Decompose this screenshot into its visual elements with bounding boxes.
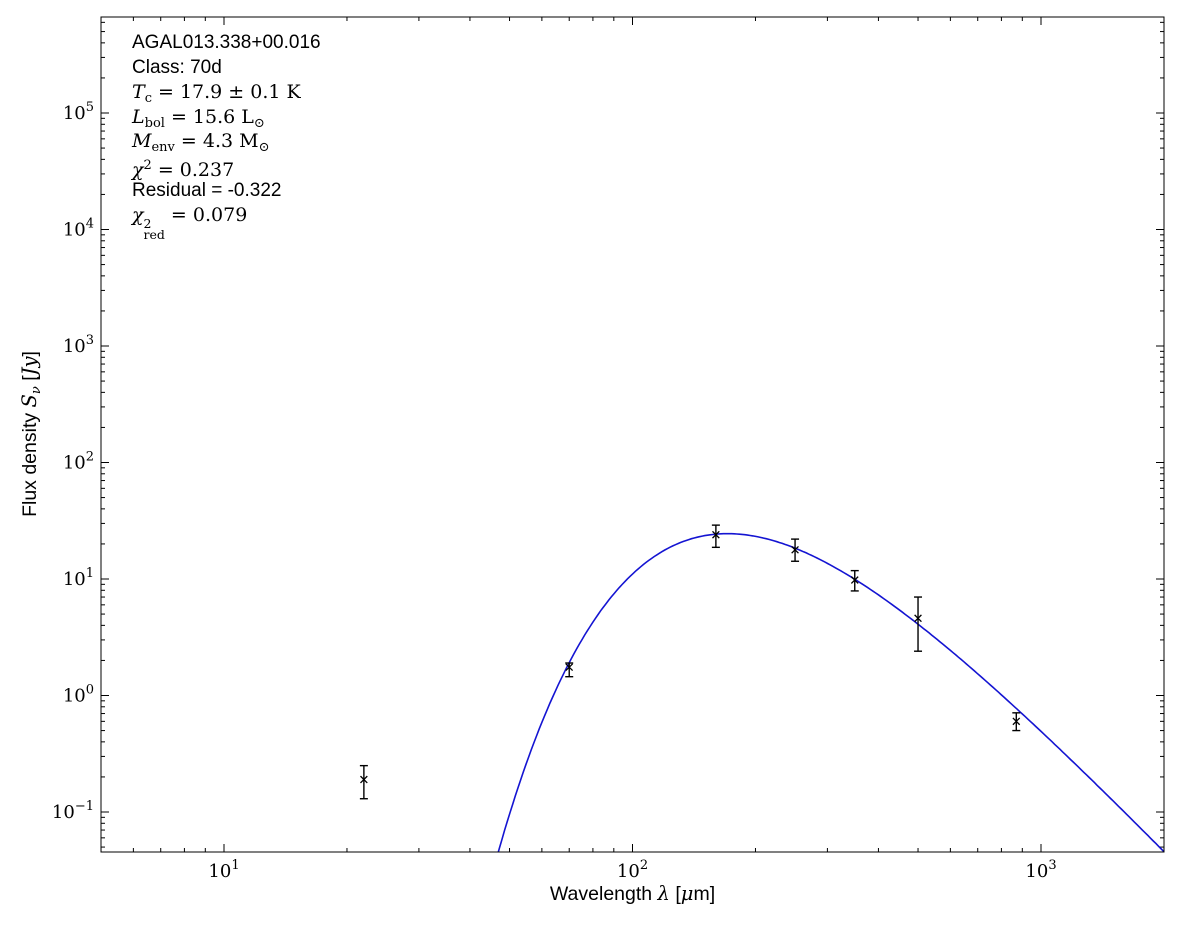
x-marker: [1012, 717, 1021, 726]
data-point: [914, 596, 923, 652]
x-tick-label: 102: [617, 858, 648, 882]
data-point: [1012, 712, 1021, 732]
x-marker: [565, 663, 574, 672]
plot-frame: [100, 16, 1165, 853]
annotation-line-2: Tc = 17.9 ± 0.1 K: [132, 81, 301, 107]
y-tick-label: 100: [63, 683, 94, 707]
annotation-line-3: Lbol = 15.6 L⊙: [132, 105, 265, 131]
x-marker: [850, 576, 859, 584]
annotation-line-5: χ2 = 0.237: [132, 157, 235, 181]
annotation-line-1: Class: 70d: [132, 56, 222, 78]
x-tick-label: 101: [208, 858, 239, 882]
data-point: [359, 764, 368, 800]
data-point: [850, 569, 859, 592]
annotation-line-6: Residual = -0.322: [132, 179, 282, 201]
y-tick-label: 104: [63, 217, 94, 241]
y-tick-label: 10−1: [52, 799, 94, 823]
annotation-line-4: Menv = 4.3 M⊙: [132, 130, 270, 156]
x-marker: [712, 530, 720, 539]
x-marker: [360, 775, 368, 784]
annotation-line-0: AGAL013.338+00.016: [132, 32, 321, 53]
annotation-block: AGAL013.338+00.016 Class: 70d Tc = 17.9 ± …: [132, 31, 321, 243]
data-point: [565, 662, 574, 678]
y-tick-label: 101: [63, 566, 94, 590]
data-points-group: [359, 524, 1021, 800]
data-point: [791, 538, 800, 562]
x-axis-label: Wavelength λ [μm]: [549, 882, 716, 905]
x-tick-label: 103: [1025, 858, 1056, 882]
sed-fit-curve: [497, 532, 1164, 852]
y-axis-label: Flux density Sν [Jy]: [18, 351, 44, 517]
x-marker: [914, 614, 922, 623]
annotation-line-7: χ 2 red = 0.079: [132, 204, 248, 243]
chi-squared-sub-sup: 2 red: [143, 216, 165, 243]
y-tick-label: 102: [63, 450, 94, 474]
y-tick-label: 103: [63, 333, 94, 357]
y-tick-label: 105: [63, 100, 94, 124]
axis-ticks: [100, 17, 1165, 852]
sed-curve-group: [497, 532, 1164, 852]
x-marker: [791, 545, 799, 554]
data-point: [711, 524, 720, 549]
